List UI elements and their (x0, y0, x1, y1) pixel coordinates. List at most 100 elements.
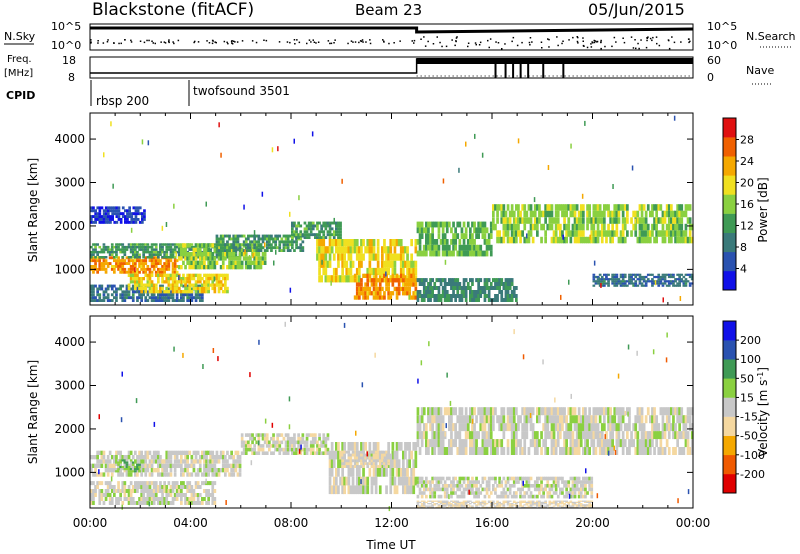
velocity-cell (157, 455, 160, 460)
power-cell (169, 259, 173, 263)
power-cell (110, 284, 114, 288)
velocity-cell (412, 468, 416, 477)
velocity-cell (646, 431, 650, 440)
velocity-cell (431, 487, 434, 492)
power-cell (94, 296, 97, 300)
power-cell (542, 210, 545, 218)
power-cell (167, 267, 171, 271)
velocity-cell (182, 481, 185, 486)
power-cell (632, 210, 635, 218)
velocity-cell (150, 455, 154, 460)
power-cell (263, 249, 267, 252)
power-cell (318, 230, 321, 234)
power-cell (489, 282, 493, 286)
velocity-cell (345, 476, 349, 486)
velocity-cell (309, 440, 313, 445)
power-cell (414, 246, 418, 254)
power-cell (326, 230, 330, 234)
velocity-cell (416, 423, 420, 432)
power-colorbar-swatch (723, 270, 736, 291)
power-cell (623, 284, 627, 287)
power-cell (293, 249, 296, 252)
velocity-cell (159, 481, 162, 486)
velocity-cell (192, 459, 196, 464)
power-cell (653, 282, 656, 285)
velocity-cell (188, 463, 192, 468)
power-cell (621, 204, 625, 211)
power-cell (106, 262, 110, 265)
velocity-cell (540, 431, 543, 440)
velocity-cell (349, 465, 353, 468)
velocity-cell (255, 433, 259, 437)
velocity-cell (125, 472, 129, 477)
velocity-cell (626, 407, 629, 416)
velocity-cell (247, 433, 250, 437)
power-cell (146, 283, 150, 287)
power-cell (102, 296, 106, 300)
velocity-cell (607, 415, 610, 424)
power-cell (552, 230, 556, 237)
power-cell (230, 243, 233, 247)
power-cell (110, 256, 114, 260)
velocity-cell (464, 407, 468, 416)
velocity-cell (175, 450, 179, 455)
power-cell (483, 221, 487, 228)
power-cell (138, 265, 141, 268)
velocity-cell (196, 497, 200, 501)
velocity-cell (134, 489, 137, 493)
power-band (215, 234, 305, 252)
velocity-cell (257, 436, 261, 441)
noise-search-dot (118, 42, 120, 45)
velocity-cell (559, 431, 562, 440)
power-cell (506, 278, 510, 283)
power-cell (613, 273, 617, 276)
power-cell (177, 286, 181, 291)
power-cell (117, 215, 121, 218)
power-cell (111, 215, 114, 218)
power-cell (117, 248, 120, 251)
velocity-cell (577, 431, 581, 440)
velocity-cell (106, 463, 110, 468)
velocity-cell (521, 407, 524, 416)
power-cell (663, 210, 667, 218)
noise-search-dot (646, 37, 648, 39)
velocity-cell (150, 463, 154, 468)
velocity-cell (125, 468, 129, 471)
velocity-cell (496, 439, 499, 448)
power-cell (657, 278, 661, 281)
velocity-cell (138, 481, 141, 486)
velocity-cell (347, 442, 351, 451)
velocity-cell (326, 447, 330, 452)
power-cell (171, 277, 175, 281)
power-cell (217, 256, 221, 261)
power-cell (224, 246, 227, 250)
velocity-cell (427, 487, 430, 492)
power-cell (142, 243, 145, 246)
power-cell (201, 265, 204, 270)
power-cell (169, 296, 173, 300)
power-cell (540, 236, 543, 244)
power-cell (121, 212, 125, 216)
velocity-cell (611, 439, 614, 448)
velocity-cell (538, 407, 541, 416)
power-cell (456, 278, 460, 283)
velocity-cell (425, 494, 428, 499)
power-cell (121, 248, 125, 251)
velocity-cell (92, 455, 95, 460)
velocity-cell (370, 456, 374, 460)
power-cell (667, 217, 671, 224)
velocity-cell (211, 459, 215, 464)
power-speckle (474, 133, 476, 139)
velocity-cell (483, 447, 487, 455)
power-cell (100, 248, 104, 251)
power-cell (320, 230, 323, 234)
power-cell (125, 287, 129, 291)
power-cell (98, 299, 102, 302)
power-speckle (147, 140, 150, 146)
power-cell (215, 250, 219, 254)
velocity-cell (146, 455, 150, 460)
power-cell (90, 293, 93, 297)
power-cell (177, 265, 181, 270)
power-cell (274, 237, 277, 241)
velocity-cell (119, 455, 122, 460)
